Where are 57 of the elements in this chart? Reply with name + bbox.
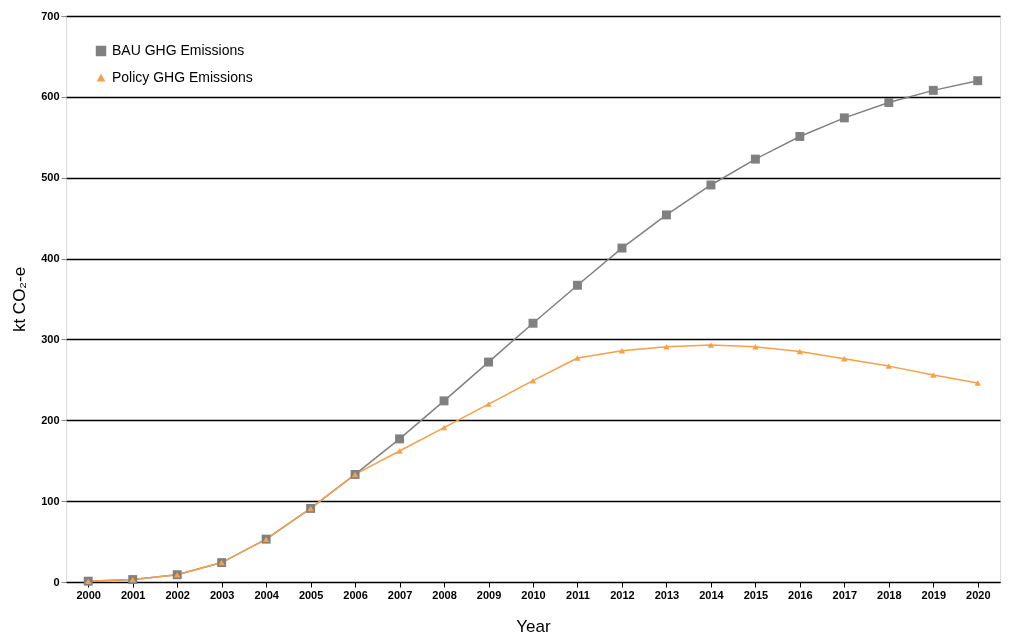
x-tick-label: 2017 bbox=[832, 588, 858, 601]
x-tick-label: 2010 bbox=[521, 588, 546, 601]
point bbox=[617, 243, 627, 253]
x-tick-label: 2008 bbox=[432, 588, 457, 601]
point bbox=[839, 113, 849, 123]
x-tick-label: 2019 bbox=[921, 588, 947, 601]
x-axis-title: Year bbox=[516, 616, 552, 636]
point bbox=[841, 356, 848, 362]
point bbox=[528, 318, 538, 328]
y-axis-title: kt CO₂-e bbox=[10, 266, 30, 333]
y-tick-label: 200 bbox=[41, 413, 60, 426]
legend-label: Policy GHG Emissions bbox=[112, 69, 253, 85]
point bbox=[884, 98, 894, 107]
point bbox=[439, 396, 449, 406]
x-tick-label: 2015 bbox=[743, 588, 769, 601]
x-tick-label: 2020 bbox=[966, 588, 991, 601]
x-tick-label: 2016 bbox=[788, 588, 813, 601]
point bbox=[928, 85, 938, 95]
x-tick-label: 2005 bbox=[298, 588, 324, 601]
y-tick-label: 300 bbox=[41, 332, 60, 345]
y-tick-label: 500 bbox=[41, 171, 60, 184]
point bbox=[973, 76, 983, 86]
x-tick-label: 2012 bbox=[610, 588, 635, 601]
x-tick-label: 2018 bbox=[877, 588, 902, 601]
point bbox=[395, 434, 405, 444]
point bbox=[574, 355, 581, 361]
y-tick-label: 0 bbox=[53, 575, 60, 588]
y-tick-label: 700 bbox=[41, 9, 60, 22]
point bbox=[750, 154, 760, 164]
point bbox=[440, 424, 448, 431]
x-tick-label: 2006 bbox=[343, 588, 368, 601]
x-tick-label: 2003 bbox=[209, 588, 235, 601]
point bbox=[661, 210, 671, 220]
y-tick-label: 600 bbox=[41, 90, 60, 103]
x-tick-label: 2001 bbox=[120, 588, 146, 601]
point bbox=[396, 448, 403, 454]
point bbox=[885, 363, 892, 369]
point bbox=[930, 372, 937, 378]
point bbox=[707, 342, 715, 348]
point bbox=[974, 380, 981, 386]
point bbox=[706, 180, 716, 190]
x-tick-label: 2009 bbox=[476, 588, 502, 601]
x-tick-label: 2011 bbox=[566, 588, 590, 601]
x-tick-label: 2014 bbox=[699, 588, 725, 601]
x-tick-label: 2013 bbox=[654, 588, 680, 601]
x-tick-label: 2002 bbox=[165, 588, 190, 601]
point bbox=[795, 132, 805, 141]
point bbox=[484, 357, 493, 367]
x-tick-label: 2004 bbox=[254, 588, 280, 601]
point bbox=[796, 348, 804, 355]
point bbox=[485, 401, 492, 407]
y-tick-label: 400 bbox=[41, 252, 60, 265]
x-tick-label: 2007 bbox=[387, 588, 413, 601]
y-tick-label: 100 bbox=[41, 494, 60, 507]
x-tick-label: 2000 bbox=[76, 588, 101, 601]
point bbox=[573, 280, 582, 290]
legend-label: BAU GHG Emissions bbox=[112, 42, 245, 58]
